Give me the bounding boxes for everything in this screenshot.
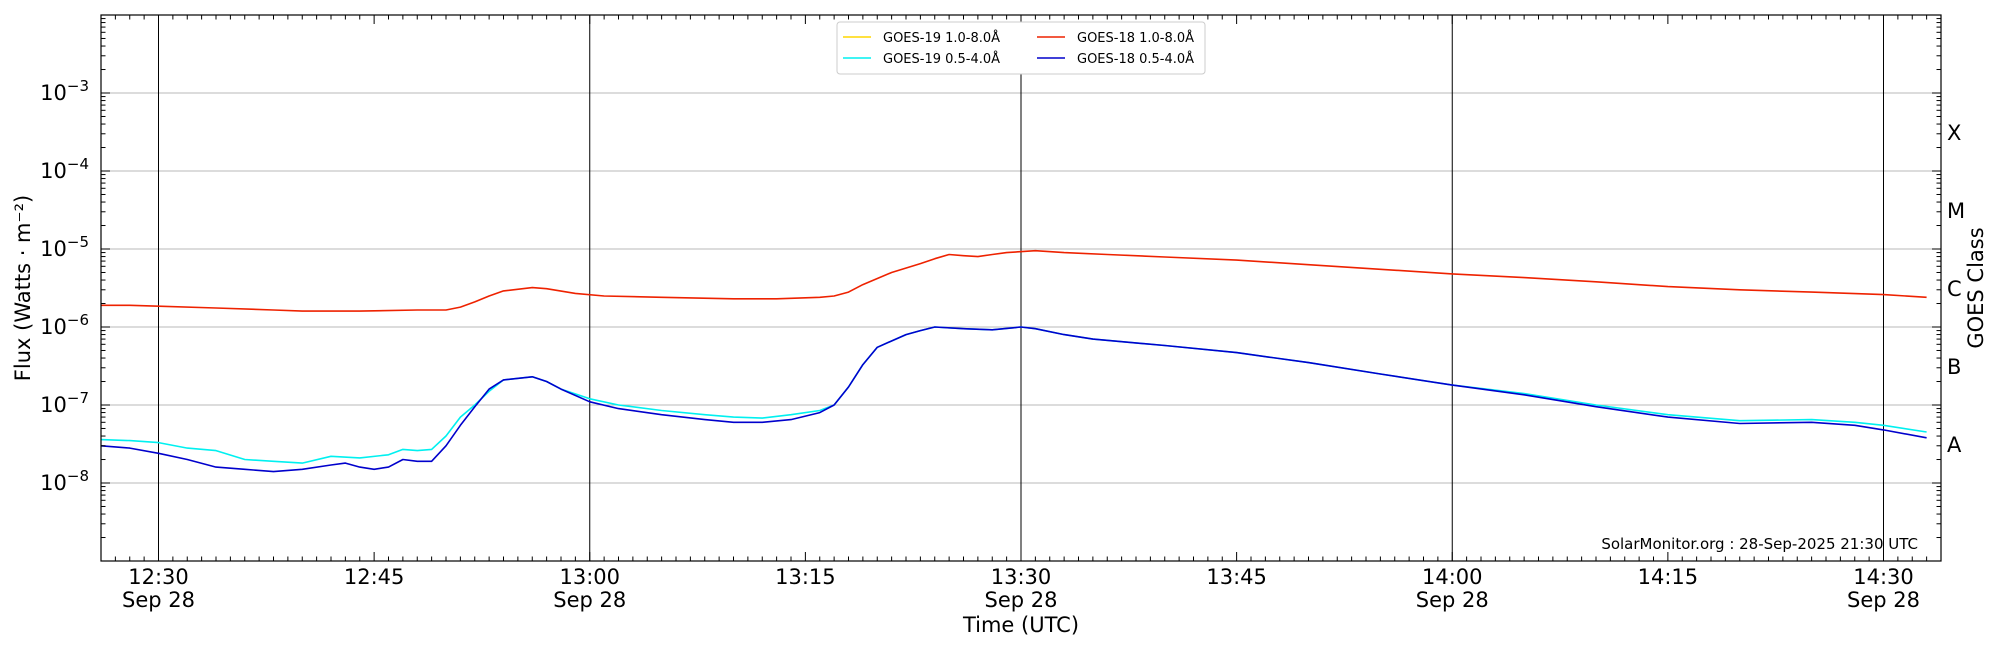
x-tick-label: 13:45 [1206,565,1267,589]
x-tick-date-label: Sep 28 [1847,588,1920,612]
y-tick-label: 10−7 [40,389,89,417]
x-tick-date-label: Sep 28 [122,588,195,612]
x-axis-label: Time (UTC) [962,613,1079,637]
x-tick-date-label: Sep 28 [553,588,626,612]
x-tick-label: 12:45 [344,565,405,589]
goes-class-axis: A B C M X [1947,121,1965,457]
watermark-text: SolarMonitor.org : 28-Sep-2025 21:30 UTC [1601,535,1918,553]
y-tick-label: 10−3 [40,77,89,105]
legend-entry-label: GOES-18 0.5-4.0Å [1077,51,1194,67]
y-tick-label: 10−6 [40,311,89,339]
goes-class-label: M [1947,199,1965,223]
legend-entry-label: GOES-19 1.0-8.0Å [883,30,1000,46]
x-tick-date-label: Sep 28 [985,588,1058,612]
goes-class-label: C [1947,277,1962,301]
x-tick-label: 12:30 [128,565,189,589]
time-markers-layer [158,15,1884,561]
legend-entry-label: GOES-19 0.5-4.0Å [883,51,1000,67]
legend-entry-label: GOES-18 1.0-8.0Å [1077,30,1194,46]
x-tick-date-label: Sep 28 [1416,588,1489,612]
legend: GOES-19 1.0-8.0Å GOES-18 1.0-8.0Å GOES-19 … [836,21,1206,75]
x-tick-label: 14:30 [1853,565,1914,589]
series-line [100,326,1927,473]
goes-class-label: A [1947,433,1962,457]
goes-class-label: B [1947,355,1961,379]
y-tick-label: 10−4 [40,155,89,183]
goes-class-label: X [1947,121,1961,145]
y-axis-label: Flux (Watts · m⁻²) [11,195,35,381]
x-tick-label: 14:00 [1422,565,1483,589]
y-tick-label: 10−5 [40,233,89,261]
series-line [101,249,1927,312]
x-tick-label: 13:30 [991,565,1052,589]
x-tick-label: 13:15 [775,565,836,589]
y-axis-ticks: 10−8 10−7 10−6 10−5 10−4 10−3 [40,18,1941,562]
series-layer [100,249,1927,473]
legend-box [836,21,1206,75]
x-tick-label: 14:15 [1638,565,1699,589]
y2-axis-label: GOES Class [1964,227,1988,348]
y-tick-label: 10−8 [40,467,89,495]
x-tick-label: 13:00 [559,565,620,589]
